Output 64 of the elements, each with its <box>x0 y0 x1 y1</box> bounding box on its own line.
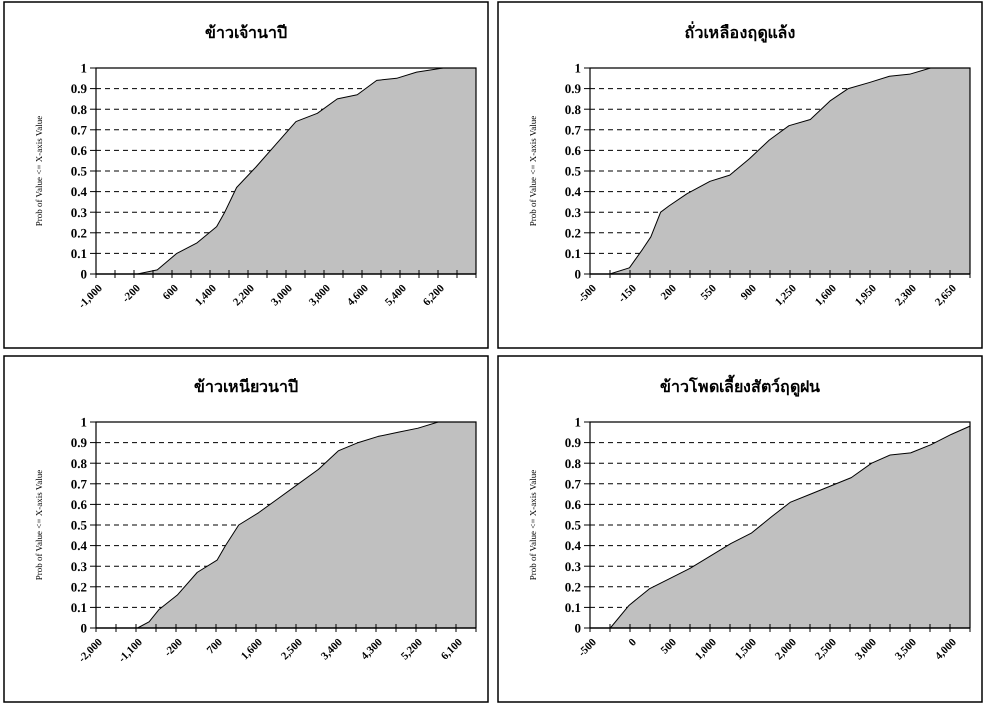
y-axis-title: Prob of Value <= X-axis Value <box>34 470 44 580</box>
y-axis-title: Prob of Value <= X-axis Value <box>34 116 44 226</box>
y-tick-label: 0.8 <box>70 102 88 117</box>
y-tick-label: 0.5 <box>70 164 88 179</box>
y-tick-label: 0.2 <box>70 579 87 594</box>
y-axis-title: Prob of Value <= X-axis Value <box>528 470 538 580</box>
y-tick-label: 0.3 <box>564 204 582 220</box>
y-tick-label: 0.7 <box>70 122 88 138</box>
y-tick-label: 0.6 <box>564 496 582 512</box>
y-tick-label: 0.1 <box>70 600 87 615</box>
y-tick-label: 0.9 <box>564 81 582 96</box>
y-tick-label: 0.9 <box>564 435 582 450</box>
y-tick-label: 0.5 <box>564 164 582 179</box>
y-tick-label: 1 <box>574 60 581 76</box>
x-tick-label: 600 <box>160 282 182 303</box>
x-tick-label: 900 <box>738 282 760 303</box>
y-tick-label: 0.4 <box>70 538 88 554</box>
chart-title: ถั่วเหลืองฤดูแล้ง <box>684 21 796 44</box>
y-tick-label: 0 <box>80 266 87 282</box>
y-tick-label: 0.1 <box>70 246 87 261</box>
y-tick-label: 0.1 <box>564 600 581 615</box>
x-tick-label: -500 <box>576 636 600 660</box>
y-tick-label: 0.5 <box>564 518 582 533</box>
y-tick-label: 0.7 <box>564 122 582 138</box>
y-tick-label: 0.2 <box>564 225 581 240</box>
x-tick-label: -500 <box>576 282 600 306</box>
y-tick-label: 0.4 <box>564 184 582 200</box>
x-tick-label: 200 <box>658 282 680 303</box>
x-tick-label: 0 <box>626 636 640 649</box>
y-tick-label: 0.4 <box>70 184 88 200</box>
x-tick-label: -150 <box>616 282 640 306</box>
y-tick-label: 0.3 <box>70 558 88 574</box>
x-tick-label: -200 <box>162 636 186 660</box>
y-tick-label: 1 <box>80 414 87 430</box>
x-tick-label: 500 <box>658 636 680 657</box>
y-tick-label: 0.9 <box>70 435 88 450</box>
y-tick-label: 0.8 <box>564 102 582 117</box>
y-tick-label: 0.3 <box>70 204 88 220</box>
x-tick-label: 700 <box>204 636 226 657</box>
y-tick-label: 0.6 <box>564 142 582 158</box>
y-tick-label: 0.2 <box>564 579 581 594</box>
y-tick-label: 0.4 <box>564 538 582 554</box>
y-tick-label: 0 <box>80 620 87 636</box>
y-tick-label: 0.7 <box>564 476 582 492</box>
chart-title: ข้าวโพดเลี้ยงสัตว์ฤดูฝน <box>660 374 820 398</box>
y-tick-label: 0.6 <box>70 496 88 512</box>
y-tick-label: 1 <box>574 414 581 430</box>
y-tick-label: 0.8 <box>564 456 582 471</box>
y-tick-label: 0.6 <box>70 142 88 158</box>
y-tick-label: 0.3 <box>564 558 582 574</box>
y-axis-title: Prob of Value <= X-axis Value <box>528 116 538 226</box>
y-tick-label: 0 <box>574 620 581 636</box>
y-tick-label: 0 <box>574 266 581 282</box>
y-tick-label: 0.8 <box>70 456 88 471</box>
y-tick-label: 1 <box>80 60 87 76</box>
x-tick-label: 550 <box>698 282 720 303</box>
y-tick-label: 0.7 <box>70 476 88 492</box>
y-tick-label: 0.5 <box>70 518 88 533</box>
y-tick-label: 0.9 <box>70 81 88 96</box>
y-tick-label: 0.1 <box>564 246 581 261</box>
chart-title: ข้าวเหนียวนาปี <box>194 377 298 396</box>
x-tick-label: -200 <box>120 282 144 306</box>
chart-title: ข้าวเจ้านาปี <box>205 23 287 42</box>
y-tick-label: 0.2 <box>70 225 87 240</box>
